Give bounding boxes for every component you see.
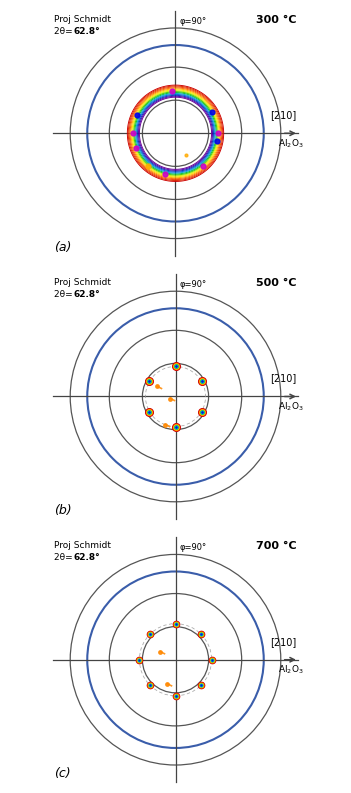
- Text: 500 °C: 500 °C: [256, 278, 297, 288]
- Polygon shape: [136, 94, 215, 173]
- Polygon shape: [133, 91, 218, 175]
- Polygon shape: [131, 88, 220, 178]
- Text: 2θ=: 2θ=: [54, 554, 76, 562]
- Polygon shape: [128, 86, 223, 181]
- Text: [210]: [210]: [270, 374, 296, 384]
- Polygon shape: [134, 92, 217, 174]
- Polygon shape: [130, 87, 221, 179]
- Text: Al$_2$O$_3$: Al$_2$O$_3$: [278, 137, 304, 150]
- Text: [210]: [210]: [270, 110, 296, 121]
- Text: 62.8°: 62.8°: [73, 27, 100, 36]
- Text: φ=90°: φ=90°: [179, 280, 207, 289]
- Text: Proj Schmidt: Proj Schmidt: [54, 278, 111, 287]
- Text: 2θ=: 2θ=: [54, 290, 76, 299]
- Text: Proj Schmidt: Proj Schmidt: [54, 542, 111, 550]
- Text: 300 °C: 300 °C: [256, 15, 297, 25]
- Text: φ=90°: φ=90°: [179, 543, 207, 553]
- Text: [210]: [210]: [270, 637, 296, 646]
- Text: Al$_2$O$_3$: Al$_2$O$_3$: [278, 400, 304, 413]
- Text: 62.8°: 62.8°: [73, 554, 100, 562]
- Polygon shape: [127, 85, 224, 182]
- Text: (b): (b): [54, 504, 72, 517]
- Text: (a): (a): [54, 240, 72, 254]
- Text: 62.8°: 62.8°: [73, 290, 100, 299]
- Polygon shape: [138, 96, 213, 170]
- Text: 2θ=: 2θ=: [54, 27, 76, 36]
- Polygon shape: [135, 93, 216, 174]
- Text: 700 °C: 700 °C: [256, 542, 297, 551]
- Text: Al$_2$O$_3$: Al$_2$O$_3$: [278, 664, 304, 676]
- Polygon shape: [132, 90, 219, 176]
- Text: (c): (c): [54, 767, 71, 780]
- Polygon shape: [137, 95, 214, 171]
- Text: Proj Schmidt: Proj Schmidt: [54, 15, 111, 24]
- Polygon shape: [129, 86, 222, 180]
- Polygon shape: [139, 97, 212, 170]
- Polygon shape: [132, 90, 219, 178]
- Text: φ=90°: φ=90°: [179, 17, 207, 26]
